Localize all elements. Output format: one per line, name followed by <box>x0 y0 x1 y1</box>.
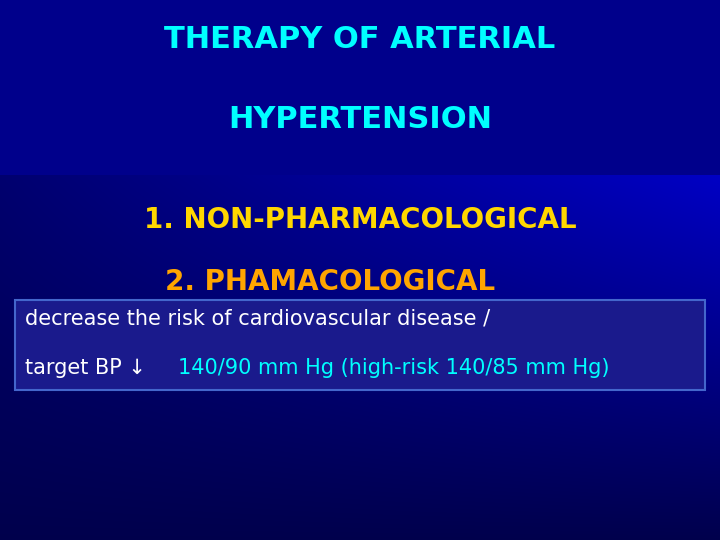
Text: target BP ↓: target BP ↓ <box>25 358 153 378</box>
Text: HYPERTENSION: HYPERTENSION <box>228 105 492 134</box>
Text: THERAPY OF ARTERIAL: THERAPY OF ARTERIAL <box>164 25 556 55</box>
FancyBboxPatch shape <box>0 0 720 175</box>
Text: 2. PHAMACOLOGICAL: 2. PHAMACOLOGICAL <box>165 268 495 296</box>
FancyBboxPatch shape <box>15 300 705 390</box>
Text: decrease the risk of cardiovascular disease /: decrease the risk of cardiovascular dise… <box>25 308 490 328</box>
Text: 140/90 mm Hg (high-risk 140/85 mm Hg): 140/90 mm Hg (high-risk 140/85 mm Hg) <box>178 358 610 378</box>
Text: 1. NON-PHARMACOLOGICAL: 1. NON-PHARMACOLOGICAL <box>144 206 576 234</box>
